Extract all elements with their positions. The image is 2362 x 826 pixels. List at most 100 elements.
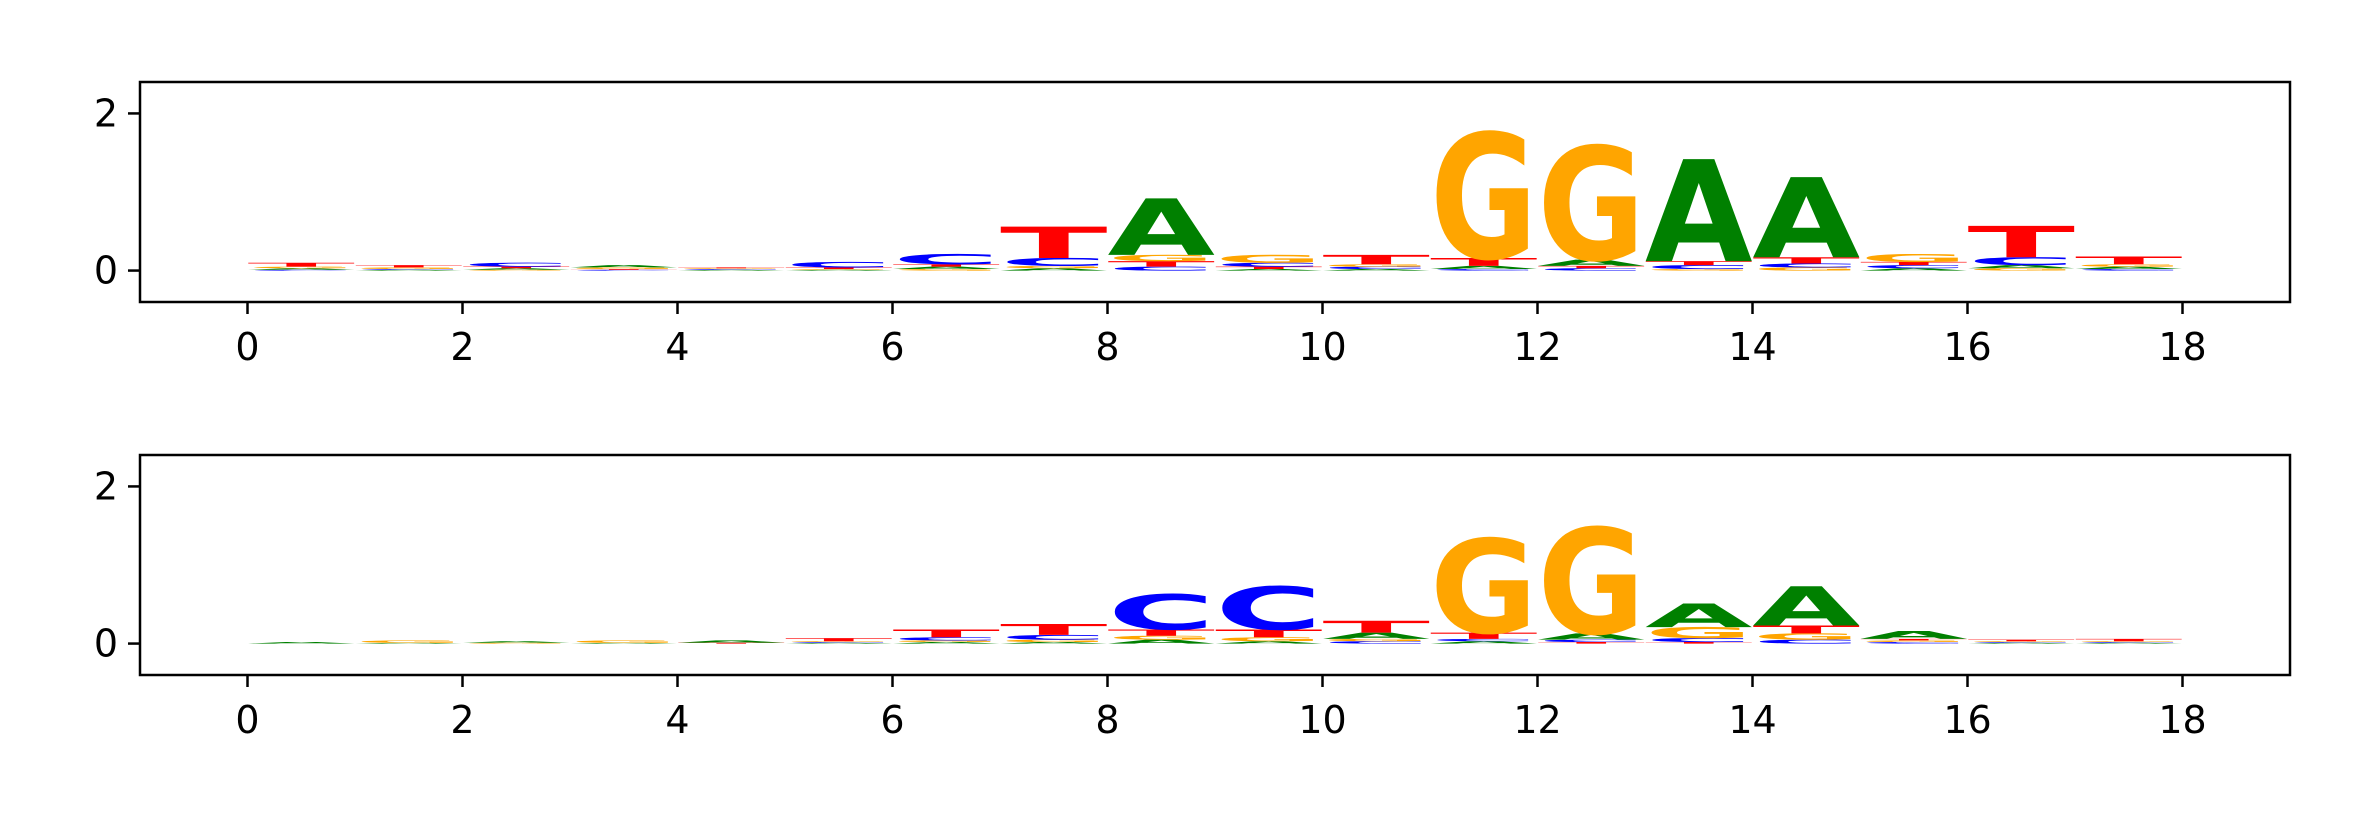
x-tick-label: 16 bbox=[1943, 325, 1991, 369]
logo-letter-glyph: T bbox=[1860, 638, 1968, 640]
logo-letter-T-pos-16: T bbox=[1968, 639, 2076, 641]
logo-letter-T-pos-15: T bbox=[1860, 261, 1968, 266]
x-tick-label: 4 bbox=[665, 325, 689, 369]
logo-letter-T-pos-9: T bbox=[1215, 627, 1323, 639]
logo-letter-glyph: T bbox=[1430, 256, 1538, 268]
logo-letter-G-pos-2: G bbox=[463, 643, 571, 644]
logo-letter-C-pos-17: C bbox=[2075, 269, 2183, 271]
logo-letter-T-pos-10: T bbox=[1323, 252, 1431, 267]
logo-letter-T-pos-4: T bbox=[678, 643, 786, 644]
logo-letter-glyph: G bbox=[1645, 624, 1753, 642]
x-tick-label: 14 bbox=[1728, 698, 1776, 742]
logo-letter-A-pos-1: A bbox=[355, 270, 463, 271]
logo-letter-glyph: A bbox=[2075, 266, 2183, 270]
logo-letter-T-pos-5: T bbox=[785, 267, 893, 269]
logo-letter-C-pos-7: C bbox=[1000, 634, 1108, 641]
logo-letter-glyph: A bbox=[2075, 643, 2183, 644]
logo-letter-glyph: A bbox=[1968, 264, 2076, 269]
logo-letter-glyph: C bbox=[355, 269, 463, 270]
logo-letter-glyph: A bbox=[893, 266, 1001, 270]
logo-letter-T-pos-13: T bbox=[1645, 260, 1753, 266]
logo-letter-glyph: C bbox=[1538, 639, 1646, 643]
logo-letter-glyph: A bbox=[1645, 597, 1753, 635]
logo-letter-glyph: C bbox=[893, 251, 1001, 267]
logo-letter-glyph: A bbox=[678, 270, 786, 271]
logo-letter-glyph: A bbox=[893, 642, 1001, 644]
logo-letter-C-pos-10: C bbox=[1323, 641, 1431, 645]
logo-letter-glyph: C bbox=[785, 261, 893, 270]
logo-letter-A-pos-15: A bbox=[1860, 268, 1968, 272]
logo-letter-C-pos-17: C bbox=[2075, 642, 2183, 643]
logo-letter-C-pos-5: C bbox=[785, 261, 893, 270]
logo-letter-glyph: C bbox=[463, 262, 571, 268]
logo-letter-glyph: C bbox=[1753, 262, 1861, 268]
logo-letter-glyph: C bbox=[1430, 269, 1538, 271]
logo-letter-glyph: T bbox=[1000, 218, 1108, 268]
x-tick-label: 18 bbox=[2158, 325, 2206, 369]
logo-letter-A-pos-5: A bbox=[785, 643, 893, 644]
axes-frame bbox=[138, 453, 2292, 677]
logo-letter-glyph: C bbox=[785, 642, 893, 643]
logo-letter-glyph: T bbox=[1108, 260, 1216, 269]
logo-letter-glyph: A bbox=[678, 640, 786, 644]
logo-letter-glyph: G bbox=[355, 267, 463, 269]
logo-letter-A-pos-16: A bbox=[1968, 264, 2076, 269]
logo-letter-G-pos-5: G bbox=[785, 641, 893, 642]
logo-letter-A-pos-0: A bbox=[248, 642, 356, 644]
logo-letter-glyph: T bbox=[1215, 266, 1323, 270]
logo-letter-G-pos-14: G bbox=[1753, 632, 1861, 642]
logo-letter-C-pos-15: C bbox=[1860, 642, 1968, 644]
logo-letter-glyph: G bbox=[1968, 268, 2076, 272]
logo-letter-glyph: T bbox=[355, 264, 463, 268]
logo-letter-A-pos-11: A bbox=[1430, 265, 1538, 270]
logo-letter-A-pos-9: A bbox=[1215, 269, 1323, 271]
logo-letter-G-pos-0: G bbox=[248, 266, 356, 268]
logo-letter-glyph: T bbox=[1323, 252, 1431, 267]
logo-letter-A-pos-14: A bbox=[1753, 576, 1861, 639]
axes-frame bbox=[138, 80, 2292, 304]
x-tick-label: 0 bbox=[235, 698, 259, 742]
logo-letter-A-pos-13: A bbox=[1645, 597, 1753, 635]
logo-letter-C-pos-7: C bbox=[1000, 256, 1108, 268]
logo-letter-glyph: C bbox=[1108, 266, 1216, 272]
logo-letter-glyph: C bbox=[1000, 256, 1108, 268]
logo-letter-A-pos-16: A bbox=[1968, 643, 2076, 644]
logo-letter-G-pos-15: G bbox=[1860, 640, 1968, 642]
logo-letter-T-pos-0: T bbox=[248, 262, 356, 268]
logo-letter-A-pos-6: A bbox=[893, 266, 1001, 270]
logo-letter-T-pos-3: T bbox=[570, 269, 678, 270]
logo-letter-glyph: G bbox=[1538, 115, 1646, 297]
x-tick-label: 4 bbox=[665, 698, 689, 742]
logo-letter-G-pos-1: G bbox=[355, 267, 463, 269]
logo-letter-G-pos-3: G bbox=[570, 267, 678, 269]
logo-letter-G-pos-16: G bbox=[1968, 641, 2076, 642]
logo-letter-G-pos-8: G bbox=[1108, 253, 1216, 263]
logo-letter-T-pos-1: T bbox=[355, 264, 463, 268]
logo-letter-T-pos-17: T bbox=[2075, 254, 2183, 266]
logo-letter-T-pos-17: T bbox=[2075, 638, 2183, 642]
logo-letter-glyph: C bbox=[1860, 264, 1968, 269]
logo-letter-glyph: C bbox=[1753, 639, 1861, 645]
logo-letter-glyph: T bbox=[785, 637, 893, 642]
logo-letter-glyph: G bbox=[1323, 264, 1431, 268]
logo-letter-glyph: G bbox=[785, 641, 893, 642]
logo-letter-G-pos-14: G bbox=[1753, 267, 1861, 272]
logo-letter-glyph: C bbox=[1860, 642, 1968, 644]
logo-letter-G-pos-7: G bbox=[1000, 265, 1108, 269]
logo-letter-T-pos-13: T bbox=[1645, 642, 1753, 644]
logo-letter-glyph: G bbox=[1108, 635, 1216, 641]
logo-letter-G-pos-9: G bbox=[1215, 253, 1323, 265]
logo-letter-C-pos-11: C bbox=[1430, 638, 1538, 642]
logo-letter-glyph: G bbox=[570, 267, 678, 269]
logo-letter-glyph: G bbox=[1215, 253, 1323, 265]
logo-letter-G-pos-10: G bbox=[1323, 264, 1431, 268]
logo-letter-glyph: A bbox=[570, 264, 678, 268]
logo-letter-A-pos-5: A bbox=[785, 270, 893, 271]
logo-letter-glyph: A bbox=[785, 270, 893, 271]
logo-letter-glyph: G bbox=[2075, 641, 2183, 642]
logo-letter-T-pos-14: T bbox=[1753, 623, 1861, 635]
x-tick-label: 12 bbox=[1513, 325, 1561, 369]
logo-letter-C-pos-4: C bbox=[678, 269, 786, 270]
